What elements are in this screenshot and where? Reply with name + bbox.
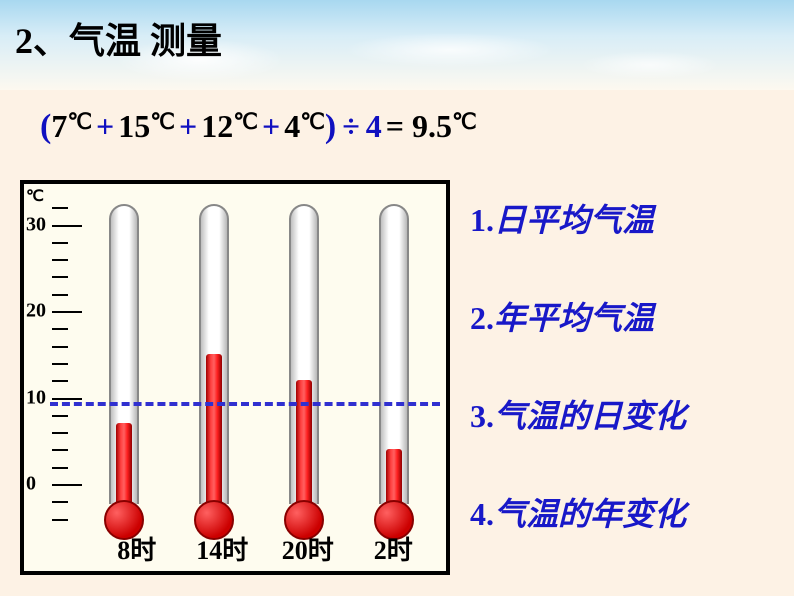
tick-label: 0 xyxy=(26,473,36,496)
temp-1: 7 xyxy=(51,108,67,145)
mercury-column xyxy=(386,449,402,504)
tick-label: 30 xyxy=(26,213,46,236)
divide-sign: ÷ xyxy=(336,108,366,145)
item-number: 1. xyxy=(470,202,494,238)
definition-item-1: 2.年平均气温 xyxy=(470,293,780,339)
definition-item-0: 1.日平均气温 xyxy=(470,195,780,241)
minor-tick xyxy=(52,276,68,278)
minor-tick xyxy=(52,242,68,244)
major-tick xyxy=(52,398,82,400)
unit-label: ℃ xyxy=(26,186,44,206)
major-tick xyxy=(52,311,82,313)
item-number: 3. xyxy=(470,398,494,434)
equals-sign: = xyxy=(382,108,408,145)
close-paren: ) xyxy=(325,108,336,146)
item-text: 气温的年变化 xyxy=(494,496,686,532)
minor-tick xyxy=(52,432,68,434)
mercury-column xyxy=(116,423,132,504)
definition-item-2: 3.气温的日变化 xyxy=(470,391,780,437)
time-label: 14时 xyxy=(180,530,266,567)
time-label: 2时 xyxy=(351,530,437,567)
minor-tick xyxy=(52,380,68,382)
minor-tick xyxy=(52,207,68,209)
minor-tick xyxy=(52,467,68,469)
minor-tick xyxy=(52,415,68,417)
item-number: 4. xyxy=(470,496,494,532)
minor-tick xyxy=(52,328,68,330)
tick-label: 20 xyxy=(26,300,46,323)
plus-3: + xyxy=(258,108,284,145)
open-paren: ( xyxy=(40,108,51,146)
plus-2: + xyxy=(175,108,201,145)
thermometer-panel: ℃ 0102030 8时14时20时2时 xyxy=(20,180,450,575)
mercury-column xyxy=(206,354,222,504)
temp-2: 15 xyxy=(118,108,150,145)
item-text: 年平均气温 xyxy=(494,300,654,336)
major-tick xyxy=(52,225,82,227)
definitions-list: 1.日平均气温 2.年平均气温 3.气温的日变化 4.气温的年变化 xyxy=(470,195,780,587)
tick-label: 10 xyxy=(26,386,46,409)
minor-tick xyxy=(52,346,68,348)
temp-3: 12 xyxy=(201,108,233,145)
item-text: 气温的日变化 xyxy=(494,398,686,434)
minor-tick xyxy=(52,259,68,261)
temp-4: 4 xyxy=(284,108,300,145)
y-axis-scale: 0102030 xyxy=(52,204,102,524)
result-value: 9.5 xyxy=(408,108,452,145)
major-tick xyxy=(52,484,82,486)
minor-tick xyxy=(52,363,68,365)
minor-tick xyxy=(52,519,68,521)
time-labels-row: 8时14时20时2时 xyxy=(94,530,436,567)
definition-item-3: 4.气温的年变化 xyxy=(470,489,780,535)
minor-tick xyxy=(52,449,68,451)
avg-equation: ( 7℃ + 15℃ + 12℃ + 4℃ ) ÷ 4 = 9.5℃ xyxy=(40,108,477,146)
item-number: 2. xyxy=(470,300,494,336)
average-dashed-line xyxy=(50,402,440,406)
minor-tick xyxy=(52,501,68,503)
minor-tick xyxy=(52,294,68,296)
item-text: 日平均气温 xyxy=(494,202,654,238)
page-title: 2、气温 测量 xyxy=(15,12,222,64)
divisor: 4 xyxy=(366,108,382,145)
time-label: 20时 xyxy=(265,530,351,567)
time-label: 8时 xyxy=(94,530,180,567)
plus-1: + xyxy=(92,108,118,145)
mercury-column xyxy=(296,380,312,504)
